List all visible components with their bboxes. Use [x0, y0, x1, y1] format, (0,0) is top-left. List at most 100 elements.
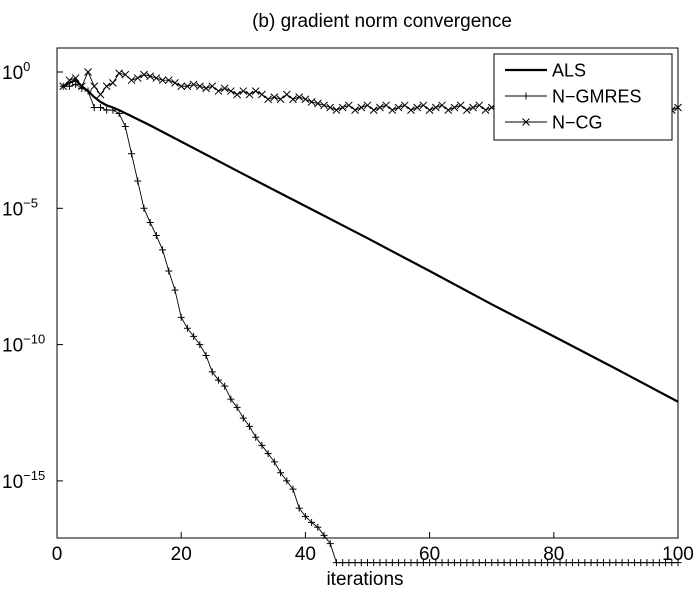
- data-point: [220, 84, 229, 93]
- data-point: [177, 82, 186, 91]
- data-point: [146, 219, 154, 227]
- data-point: [164, 76, 173, 85]
- data-point: [189, 80, 198, 89]
- data-point: [183, 324, 191, 332]
- data-point: [301, 512, 309, 520]
- data-point: [401, 559, 409, 567]
- data-point: [282, 90, 291, 99]
- data-point: [655, 559, 663, 567]
- data-point: [587, 559, 595, 567]
- data-point: [456, 101, 465, 110]
- y-tick-label: 10−15: [2, 468, 45, 493]
- x-tick-label: 80: [543, 544, 564, 565]
- data-point: [72, 80, 80, 88]
- legend-label: N−GMRES: [552, 87, 642, 107]
- data-point: [320, 531, 328, 539]
- data-point: [481, 559, 489, 567]
- data-point: [463, 106, 471, 114]
- data-point: [221, 382, 229, 390]
- data-point: [637, 559, 645, 567]
- data-point: [289, 485, 297, 493]
- data-point: [332, 559, 340, 567]
- data-point: [525, 559, 533, 567]
- data-point: [395, 559, 403, 567]
- data-point: [239, 87, 248, 95]
- data-point: [158, 76, 167, 85]
- data-point: [550, 559, 558, 567]
- legend-marker: [522, 118, 530, 126]
- data-point: [71, 74, 80, 82]
- data-point: [96, 90, 105, 99]
- data-point: [357, 559, 365, 567]
- data-point: [239, 414, 247, 422]
- data-point: [649, 559, 657, 567]
- data-point: [283, 477, 291, 485]
- data-point: [407, 106, 415, 114]
- legend-item: N−CG: [505, 113, 603, 133]
- data-point: [394, 103, 403, 112]
- data-point: [463, 559, 471, 567]
- data-point: [140, 204, 148, 212]
- data-point: [202, 84, 210, 93]
- data-point: [258, 441, 266, 449]
- data-point: [133, 74, 142, 82]
- legend-item: N−GMRES: [505, 87, 642, 107]
- data-point: [450, 103, 459, 112]
- data-point: [90, 103, 98, 111]
- data-point: [425, 106, 434, 114]
- data-point: [121, 123, 129, 131]
- data-point: [307, 98, 316, 106]
- data-point: [382, 559, 390, 567]
- data-point: [593, 559, 601, 567]
- data-point: [345, 559, 353, 567]
- legend: ALS N−GMRES N−CG: [493, 53, 673, 141]
- data-point: [227, 87, 235, 95]
- data-point: [674, 559, 682, 567]
- data-point: [382, 101, 390, 110]
- legend-item: ALS: [505, 61, 586, 81]
- data-point: [606, 559, 614, 567]
- data-point: [77, 82, 86, 91]
- data-point: [270, 458, 278, 466]
- data-point: [289, 95, 297, 104]
- data-point: [320, 101, 328, 110]
- data-point: [121, 70, 130, 79]
- data-point: [190, 332, 198, 340]
- data-point: [214, 87, 223, 95]
- data-point: [364, 559, 371, 567]
- data-point: [171, 286, 179, 294]
- data-point: [295, 93, 304, 101]
- data-point: [90, 82, 99, 91]
- data-point: [438, 101, 446, 110]
- data-point: [631, 559, 639, 567]
- data-point: [84, 68, 92, 76]
- data-point: [308, 518, 316, 526]
- data-point: [469, 559, 477, 567]
- data-point: [227, 395, 235, 403]
- x-tick-label: 60: [419, 544, 440, 565]
- data-point: [196, 341, 204, 349]
- data-point: [251, 87, 260, 95]
- data-point: [134, 177, 142, 185]
- data-point: [140, 70, 148, 79]
- data-point: [618, 559, 626, 567]
- data-point: [208, 82, 217, 91]
- data-point: [103, 106, 111, 114]
- data-point: [277, 469, 285, 477]
- data-point: [488, 559, 496, 567]
- x-tick-label: 100: [662, 544, 694, 565]
- x-tick-label: 40: [295, 544, 316, 565]
- data-point: [351, 559, 359, 567]
- data-point: [481, 106, 490, 114]
- data-point: [419, 559, 427, 567]
- data-point: [662, 559, 670, 567]
- data-point: [115, 69, 123, 78]
- data-point: [338, 103, 347, 112]
- data-point: [214, 376, 222, 384]
- data-point: [668, 559, 676, 567]
- data-point: [438, 559, 446, 567]
- data-point: [581, 559, 589, 567]
- data-point: [233, 90, 241, 99]
- legend-label: N−CG: [552, 113, 603, 133]
